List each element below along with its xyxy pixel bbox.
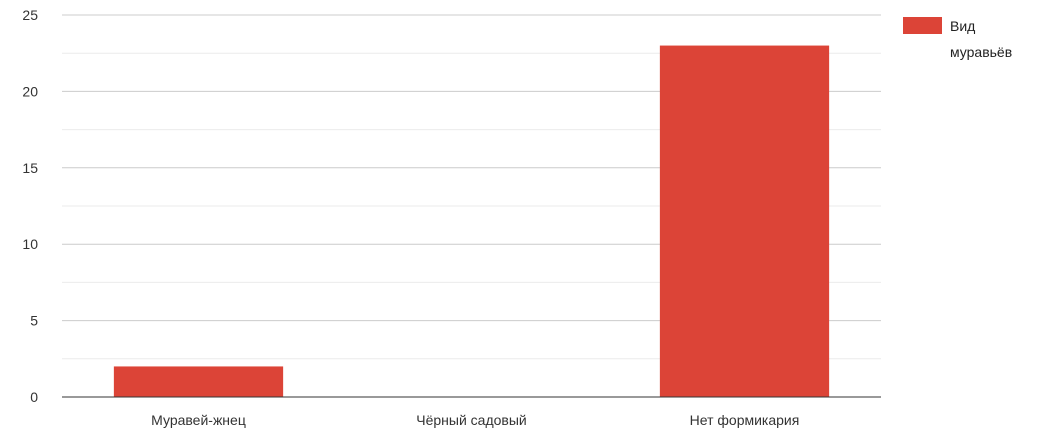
bar[interactable]	[113, 366, 284, 397]
gridlines	[62, 14, 881, 360]
y-tick-label: 0	[30, 389, 38, 405]
bar[interactable]	[659, 45, 830, 398]
y-tick-label: 20	[22, 83, 38, 99]
y-tick-label: 5	[30, 313, 38, 329]
y-axis-tick-labels: 0 5 10 15 20 25	[22, 7, 38, 405]
x-tick-label: Нет формикария	[690, 412, 800, 428]
legend-label-line1: Вид	[950, 18, 975, 34]
legend: Вид муравьёв	[903, 17, 1012, 60]
y-tick-label: 25	[22, 7, 38, 23]
legend-label-line2: муравьёв	[950, 44, 1012, 60]
bars	[113, 45, 830, 398]
legend-swatch	[903, 17, 942, 34]
x-axis-tick-labels: Муравей-жнец Чёрный садовый Нет формикария	[151, 412, 799, 428]
y-tick-label: 10	[22, 236, 38, 252]
x-tick-label: Муравей-жнец	[151, 412, 246, 428]
y-tick-label: 15	[22, 160, 38, 176]
x-tick-label: Чёрный садовый	[416, 412, 526, 428]
